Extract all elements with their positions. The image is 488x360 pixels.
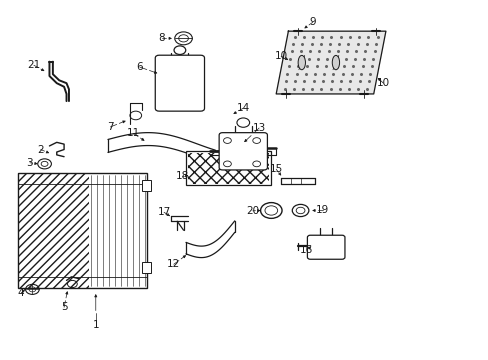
Text: 8: 8 [158, 33, 164, 43]
Text: 10: 10 [274, 51, 287, 61]
FancyBboxPatch shape [219, 133, 267, 170]
Text: 11: 11 [126, 129, 140, 138]
FancyBboxPatch shape [155, 55, 204, 111]
Text: 14: 14 [236, 103, 249, 113]
Text: 6: 6 [136, 62, 142, 72]
Text: 10: 10 [376, 78, 389, 88]
Ellipse shape [298, 55, 305, 70]
Bar [142, 262, 151, 273]
Text: 16: 16 [300, 245, 313, 255]
Text: 7: 7 [107, 122, 114, 132]
Text: 15: 15 [269, 164, 282, 174]
Text: 21: 21 [27, 60, 41, 70]
Ellipse shape [331, 55, 339, 70]
Text: 4: 4 [18, 288, 24, 298]
Polygon shape [276, 31, 385, 94]
FancyBboxPatch shape [307, 235, 344, 259]
Bar [142, 180, 151, 191]
Text: 2: 2 [37, 144, 44, 154]
Text: 12: 12 [167, 259, 180, 269]
Text: 20: 20 [246, 206, 259, 216]
Text: 18: 18 [175, 171, 188, 181]
Bar [185, 151, 271, 185]
Bar [18, 173, 147, 288]
Bar [188, 153, 268, 184]
Text: 9: 9 [309, 17, 315, 27]
Text: 3: 3 [26, 158, 33, 168]
Text: 19: 19 [315, 206, 328, 216]
Text: 13: 13 [252, 123, 265, 133]
Text: 5: 5 [61, 302, 67, 312]
Bar [18, 173, 89, 288]
Text: 1: 1 [92, 320, 99, 330]
Text: 17: 17 [157, 207, 170, 217]
